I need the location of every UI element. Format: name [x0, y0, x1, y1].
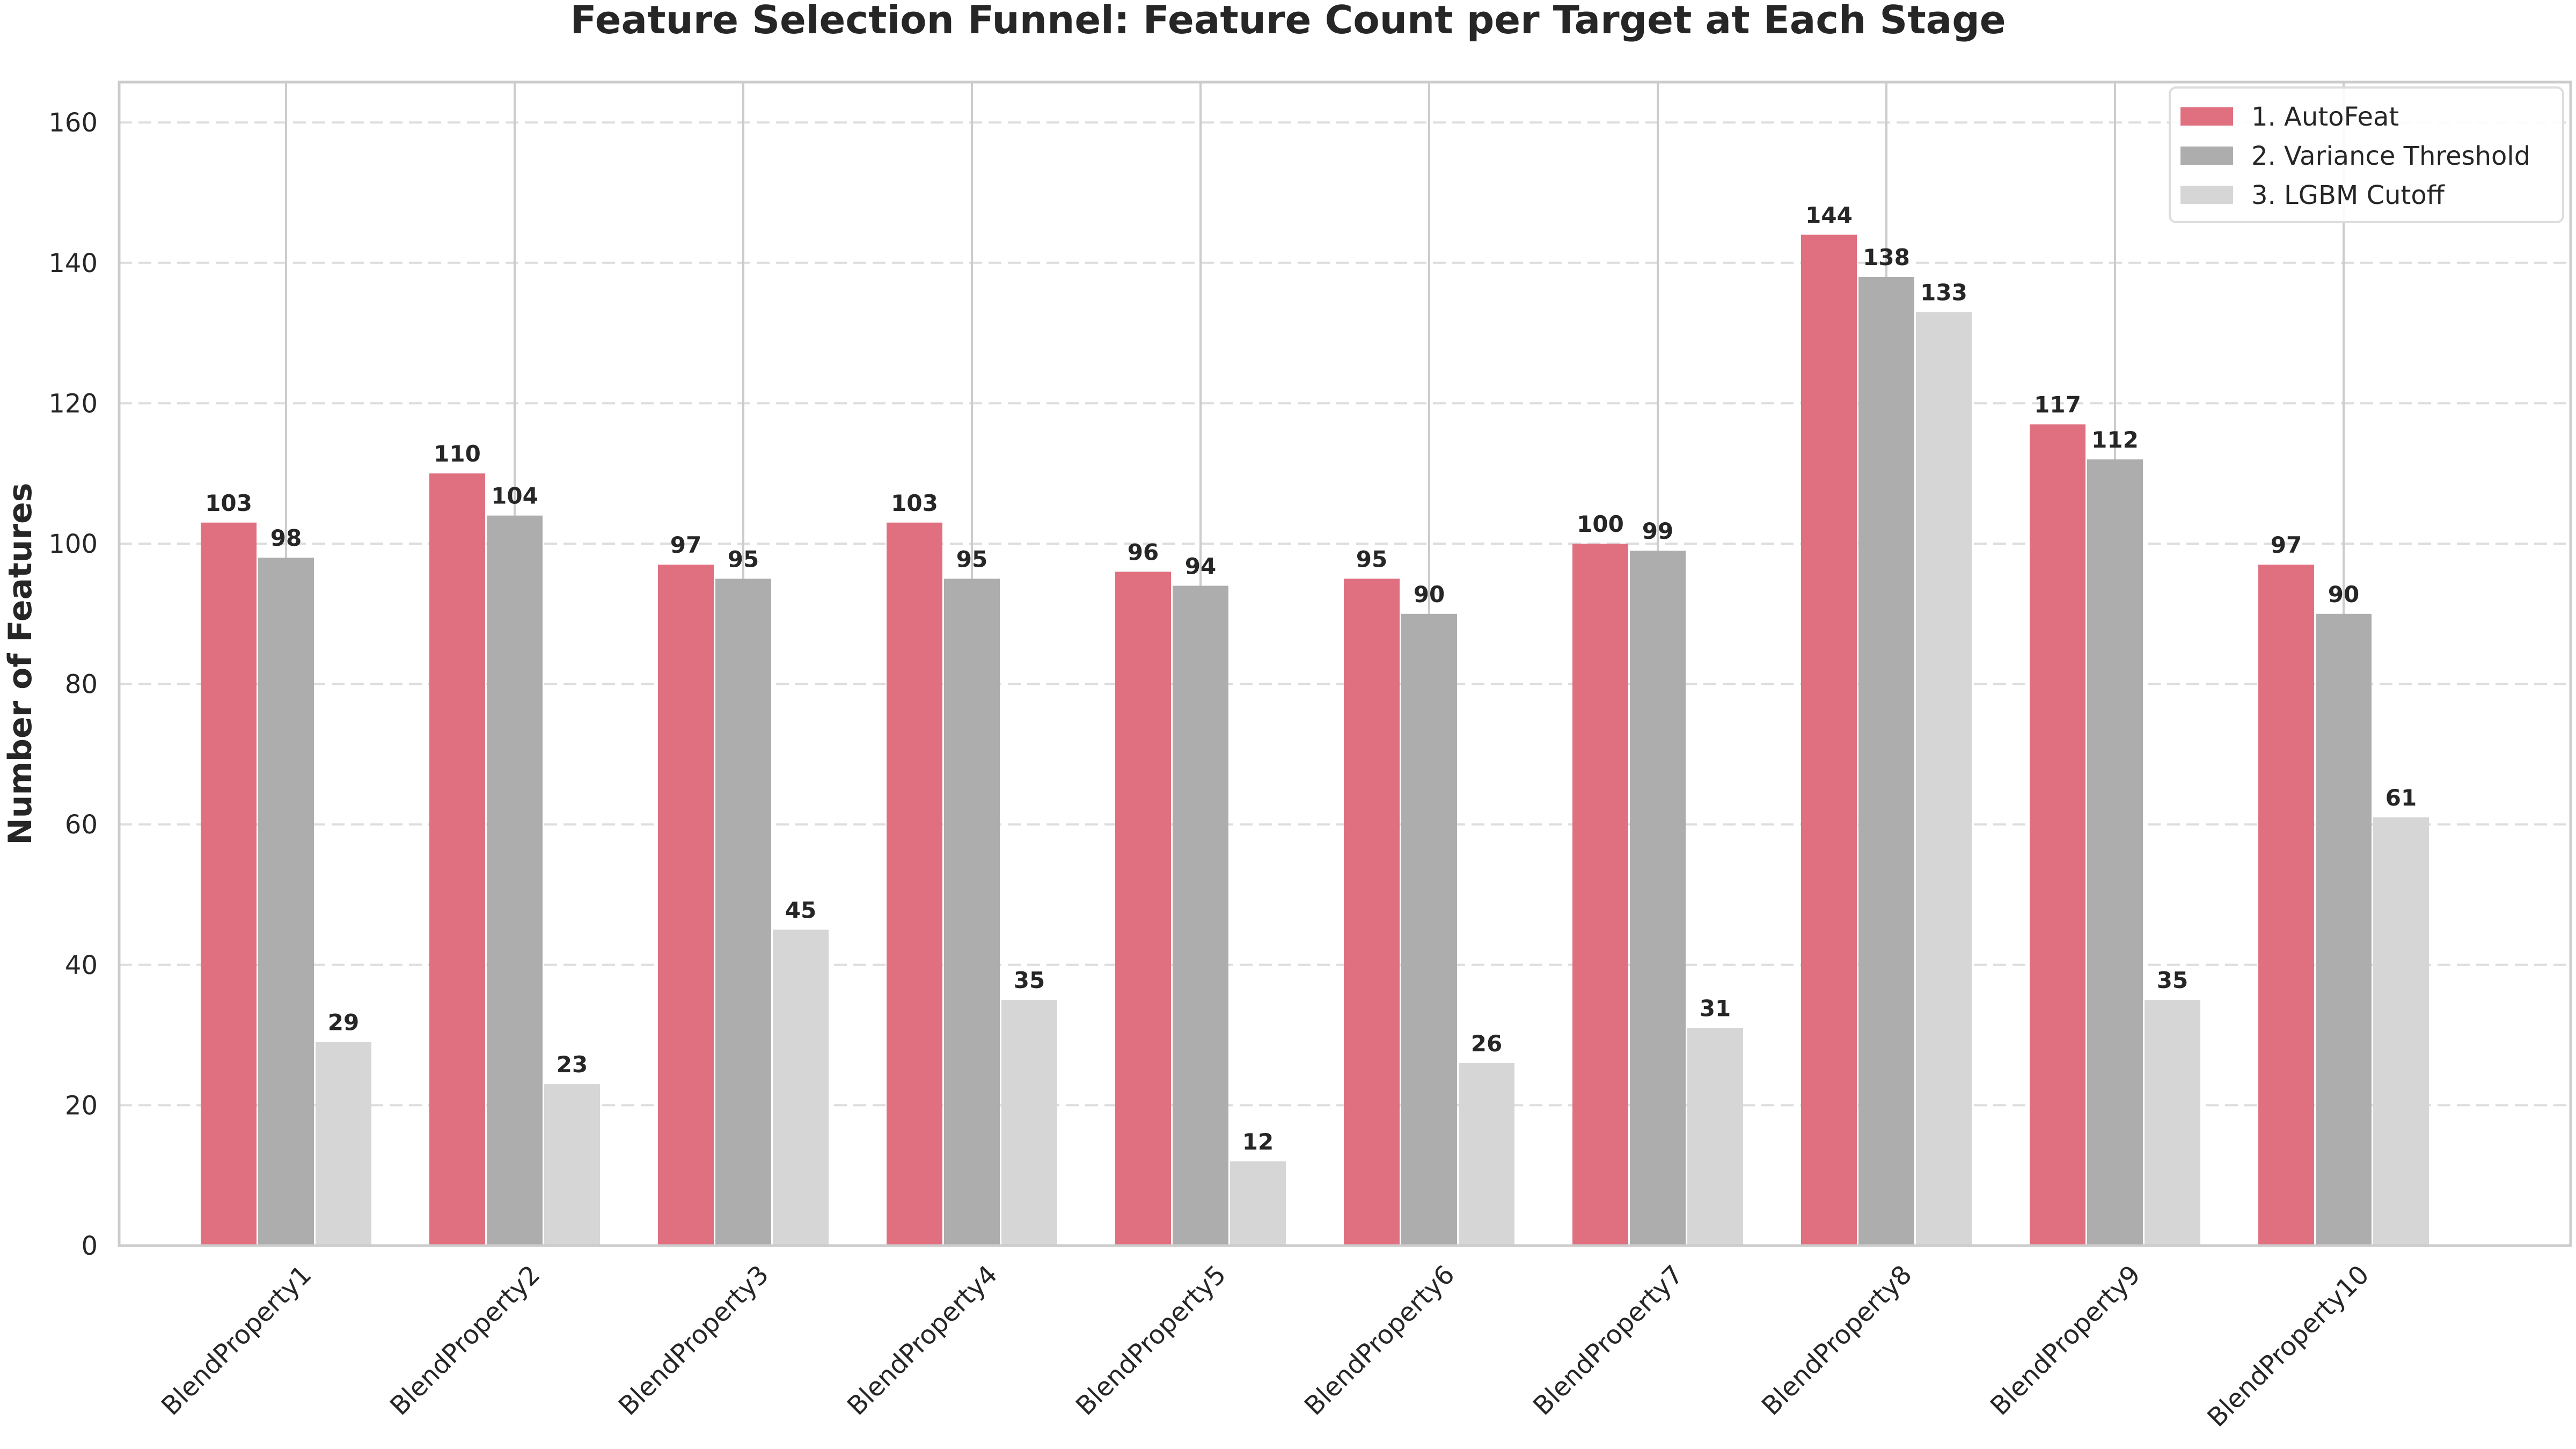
legend-swatch: [2180, 147, 2233, 165]
plot-frame: [118, 80, 2572, 1247]
bar: [773, 930, 829, 1246]
bar: [544, 1084, 600, 1246]
bar: [1001, 1000, 1057, 1246]
x-tick-label: BlendProperty2: [384, 1260, 546, 1421]
data-label: 97: [2271, 532, 2302, 558]
legend-label: 1. AutoFeat: [2251, 102, 2399, 132]
data-label: 23: [557, 1051, 588, 1078]
data-label: 99: [1642, 518, 1673, 544]
data-label: 96: [1128, 539, 1159, 565]
x-axis-ticks: BlendProperty1 BlendProperty2 BlendPropert…: [156, 1260, 2375, 1433]
bar: [2030, 424, 2085, 1246]
legend-swatch: [2180, 186, 2233, 204]
x-tick-label: BlendProperty10: [2201, 1260, 2375, 1433]
data-label: 95: [956, 546, 987, 572]
data-label: 117: [2034, 392, 2081, 418]
bar: [1858, 276, 1914, 1246]
legend-label: 2. Variance Threshold: [2251, 141, 2530, 171]
legend-label: 3. LGBM Cutoff: [2251, 180, 2445, 210]
y-tick-label: 140: [48, 248, 98, 279]
bar: [316, 1042, 371, 1246]
legend-box: [2169, 86, 2564, 223]
bar: [658, 565, 714, 1246]
bar: [1459, 1063, 1514, 1246]
bar: [258, 558, 314, 1246]
x-tick-label: BlendProperty5: [1070, 1260, 1232, 1421]
bar: [1630, 551, 1686, 1246]
data-label: 90: [1414, 581, 1445, 608]
bar: [944, 579, 1000, 1246]
data-label: 31: [1700, 996, 1731, 1022]
x-tick-label: BlendProperty6: [1299, 1260, 1460, 1421]
data-labels: 103 110 97 103 96 95 100 144 117 97 98 104 95 95 94 90 9…: [205, 202, 2417, 1155]
bar: [715, 579, 771, 1246]
data-label: 45: [785, 897, 816, 923]
data-label: 35: [1014, 967, 1045, 993]
y-tick-label: 100: [48, 529, 98, 559]
data-label: 110: [434, 441, 481, 467]
bars: [201, 235, 2429, 1246]
data-label: 138: [1863, 244, 1910, 270]
legend: 1. AutoFeat 2. Variance Threshold 3. LGBM …: [2169, 86, 2564, 223]
y-axis-ticks: 0 20 40 60 80 100 120 140 160: [48, 108, 98, 1261]
x-tick-label: BlendProperty8: [1756, 1260, 1918, 1421]
data-label: 90: [2328, 581, 2359, 608]
data-label: 103: [891, 490, 938, 516]
y-tick-label: 0: [81, 1231, 98, 1261]
bar: [1115, 572, 1171, 1246]
data-label: 103: [205, 490, 252, 516]
bar: [2373, 817, 2429, 1246]
data-label: 97: [670, 532, 701, 558]
x-tick-label: BlendProperty9: [1985, 1260, 2146, 1421]
data-label: 112: [2091, 427, 2139, 453]
chart-title: Feature Selection Funnel: Feature Count …: [570, 0, 2006, 42]
data-label: 133: [1920, 279, 1967, 305]
bar: [2316, 613, 2372, 1246]
y-tick-label: 160: [48, 108, 98, 138]
y-tick-label: 80: [65, 670, 98, 700]
data-label: 61: [2385, 785, 2417, 811]
x-tick-label: BlendProperty7: [1527, 1260, 1689, 1421]
bar: [2087, 459, 2143, 1246]
data-label: 26: [1471, 1030, 1502, 1057]
bar: [887, 522, 942, 1246]
y-axis-label: Number of Features: [2, 483, 39, 845]
data-label: 98: [270, 525, 302, 551]
bar: [1801, 235, 1857, 1246]
bar: [201, 522, 257, 1246]
y-tick-label: 120: [48, 389, 98, 419]
bar: [487, 515, 543, 1246]
y-tick-label: 20: [65, 1091, 98, 1121]
bar: [2145, 1000, 2200, 1246]
bar: [1916, 312, 1972, 1246]
y-tick-label: 40: [65, 950, 98, 980]
x-tick-label: BlendProperty3: [613, 1260, 774, 1421]
data-label: 144: [1805, 202, 1853, 228]
x-tick-label: BlendProperty1: [156, 1260, 317, 1421]
bar: [1173, 586, 1228, 1246]
legend-swatch: [2180, 107, 2233, 126]
data-label: 100: [1577, 511, 1624, 537]
bar: [1344, 579, 1400, 1246]
data-label: 12: [1242, 1129, 1274, 1155]
data-label: 94: [1185, 553, 1216, 579]
bar: [1230, 1161, 1286, 1246]
y-tick-label: 60: [65, 810, 98, 840]
data-label: 104: [491, 483, 538, 509]
x-tick-label: BlendProperty4: [841, 1260, 1003, 1421]
bar: [1687, 1028, 1743, 1246]
bar: [1572, 544, 1628, 1246]
bar: [1401, 613, 1457, 1246]
bar: [429, 473, 485, 1246]
data-label: 95: [728, 546, 759, 572]
data-label: 95: [1356, 546, 1387, 572]
bar: [2258, 565, 2314, 1246]
data-label: 29: [328, 1009, 359, 1036]
data-label: 35: [2157, 967, 2188, 993]
